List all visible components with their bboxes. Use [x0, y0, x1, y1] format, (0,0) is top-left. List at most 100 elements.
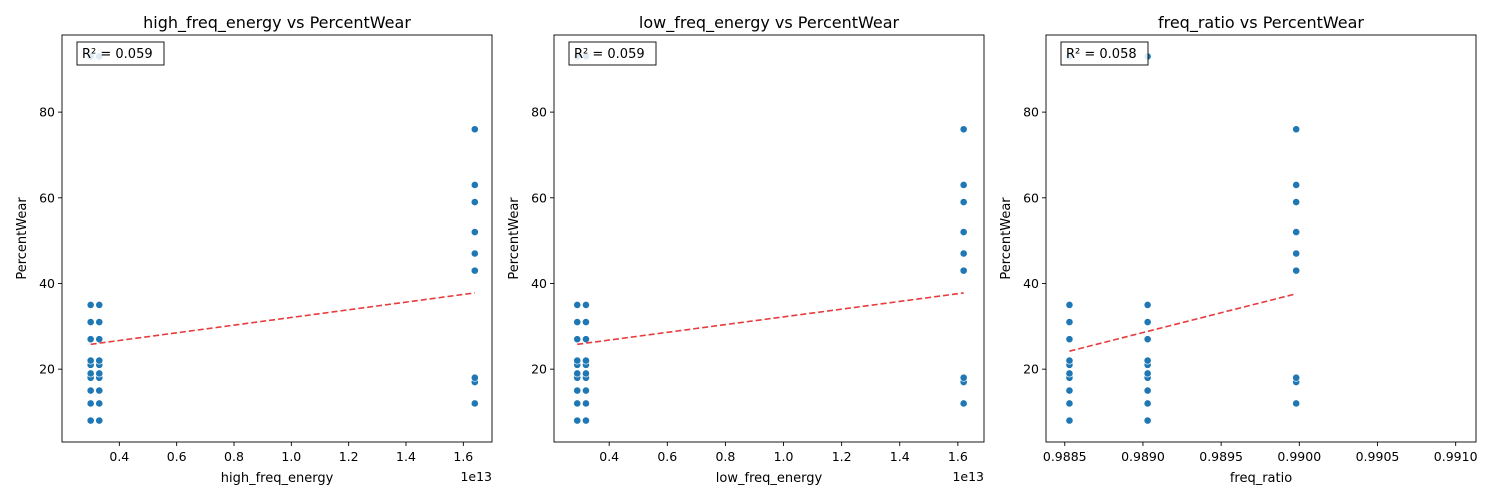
data-point [1292, 181, 1301, 189]
data-point [86, 369, 95, 378]
data-point [1292, 399, 1301, 408]
data-point [582, 399, 590, 408]
data-point [95, 335, 104, 344]
scatter-panel-3: freq_ratio vs PercentWear 0.9885 0.9890 0.9… [999, 13, 1478, 486]
x-axis-label: high_freq_energy [221, 471, 334, 486]
data-point [86, 335, 95, 344]
x-tick-label: 0.4 [109, 449, 129, 464]
data-point [1143, 301, 1152, 309]
plot-frame [61, 34, 493, 443]
x-tick-label: 0.6 [167, 449, 187, 464]
data-point [582, 369, 590, 378]
data-point [959, 399, 968, 408]
data-point [1065, 335, 1074, 344]
x-tick-label: 1.2 [832, 449, 852, 464]
chart-title: freq_ratio vs PercentWear [1158, 13, 1364, 33]
data-point [86, 356, 95, 365]
data-point [95, 318, 104, 326]
data-point [959, 249, 968, 258]
data-point [1143, 335, 1152, 344]
data-point [1292, 198, 1301, 206]
plot-frame [553, 34, 985, 443]
x-axis-label: freq_ratio [1230, 471, 1292, 486]
x-tick-label: 0.9910 [1434, 449, 1478, 464]
r-squared-label: R² = 0.059 [82, 47, 153, 62]
data-point [582, 301, 590, 309]
data-point [1065, 416, 1074, 425]
trend-line [577, 292, 964, 346]
data-point [959, 228, 968, 236]
x-tick-label: 1.6 [948, 449, 968, 464]
data-point [582, 386, 590, 395]
x-tick-label: 1.6 [453, 449, 473, 464]
data-point [470, 125, 479, 134]
x-tick-label: 0.9895 [1199, 449, 1243, 464]
data-point [1143, 399, 1152, 408]
data-point [95, 386, 104, 395]
y-axis-label: PercentWear [507, 197, 522, 280]
r-squared-label: R² = 0.059 [574, 47, 645, 62]
data-point [573, 335, 582, 344]
r-squared-box [568, 41, 657, 66]
y-tick-label: 40 [39, 276, 55, 291]
trend-line [1069, 292, 1297, 352]
x-tick-label: 0.4 [599, 449, 619, 464]
data-point [582, 356, 590, 365]
r-squared-label: R² = 0.058 [1066, 47, 1137, 62]
y-tick-label: 80 [39, 105, 55, 120]
y-tick-label: 40 [531, 276, 547, 291]
data-point [1292, 228, 1301, 236]
data-point [1065, 386, 1074, 395]
y-tick-label: 60 [1023, 190, 1039, 205]
y-tick-label: 60 [531, 190, 547, 205]
x-tick-label: 1.4 [396, 449, 416, 464]
y-tick-label: 20 [39, 362, 55, 377]
x-axis-offset-label: 1e13 [952, 469, 984, 484]
data-point [95, 416, 104, 425]
data-point [573, 301, 582, 309]
data-point [470, 228, 479, 236]
data-point [573, 356, 582, 365]
data-point [1065, 369, 1074, 378]
data-point [95, 356, 104, 365]
scatter-panel-1: high_freq_energy vs PercentWear 0.4 0.6 0.8… [15, 13, 493, 486]
chart-title: low_freq_energy vs PercentWear [639, 13, 900, 33]
x-tick-label: 0.9885 [1043, 449, 1087, 464]
y-tick-label: 80 [531, 105, 547, 120]
x-tick-label: 0.9900 [1277, 449, 1321, 464]
x-axis-offset-label: 1e13 [460, 469, 492, 484]
x-tick-label: 0.6 [657, 449, 677, 464]
data-point [573, 416, 582, 425]
data-point [1065, 399, 1074, 408]
data-point [86, 318, 95, 326]
data-point [1065, 356, 1074, 365]
data-point [470, 181, 479, 189]
data-point [573, 399, 582, 408]
y-axis-label: PercentWear [999, 197, 1014, 280]
y-tick-label: 60 [39, 190, 55, 205]
data-point [1292, 249, 1301, 258]
x-tick-label: 0.8 [715, 449, 735, 464]
data-point [582, 318, 590, 326]
data-point [1143, 356, 1152, 365]
x-tick-label: 1.0 [774, 449, 794, 464]
data-point [1065, 301, 1074, 309]
r-squared-box [76, 41, 165, 66]
data-point [470, 399, 479, 408]
chart-title: high_freq_energy vs PercentWear [143, 13, 411, 33]
plot-frame [1045, 34, 1477, 443]
y-tick-label: 20 [1023, 362, 1039, 377]
data-point [95, 369, 104, 378]
y-axis-label: PercentWear [15, 197, 30, 280]
data-point [959, 181, 968, 189]
data-point [582, 416, 590, 425]
x-tick-label: 1.4 [890, 449, 910, 464]
data-point [86, 416, 95, 425]
data-point [959, 266, 968, 275]
data-point [959, 198, 968, 206]
data-point [573, 386, 582, 395]
data-point [1065, 318, 1074, 326]
data-point [573, 318, 582, 326]
y-tick-label: 20 [531, 362, 547, 377]
